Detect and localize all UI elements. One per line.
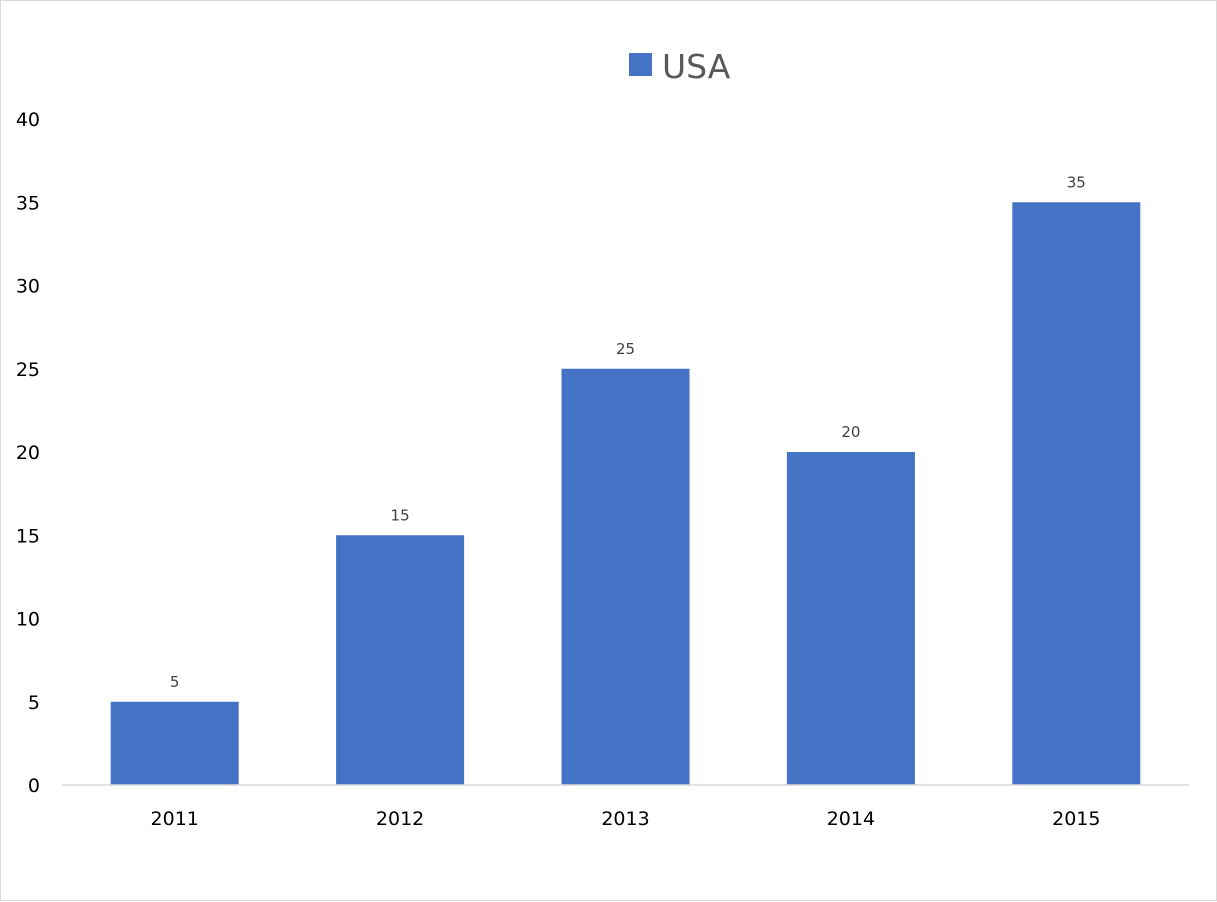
y-tick-label: 15 [16,525,40,547]
bar-2014 [786,452,915,785]
bar-2011 [110,701,239,785]
y-tick-label: 30 [16,276,40,298]
x-tick-label-2013: 2013 [601,808,649,830]
legend-label-usa: USA [662,47,731,86]
legend: USA [629,47,731,86]
data-label-2012: 15 [391,506,410,524]
y-tick-label: 35 [16,192,40,214]
data-label-2014: 20 [841,423,860,441]
y-tick-label: 5 [28,692,40,714]
x-tick-label-2012: 2012 [376,808,424,830]
x-tick-label-2011: 2011 [151,808,199,830]
y-tick-label: 40 [16,109,40,131]
x-tick-label-2015: 2015 [1052,808,1100,830]
bar-2015 [1012,202,1141,785]
bar-2013 [561,368,690,785]
bars [110,202,1141,785]
data-label-2015: 35 [1067,173,1086,191]
data-label-2013: 25 [616,340,635,358]
bar-2012 [336,535,465,785]
y-tick-label: 0 [28,775,40,797]
y-axis-tick-labels: 0 5 10 15 20 25 30 35 40 [16,109,40,797]
y-tick-label: 10 [16,609,40,631]
y-tick-label: 25 [16,359,40,381]
data-label-2011: 5 [170,673,180,691]
x-axis-tick-labels: 2011 2012 2013 2014 2015 [151,808,1101,830]
legend-swatch-usa [629,53,652,76]
data-labels: 5 15 25 20 35 [170,173,1086,691]
y-tick-label: 20 [16,442,40,464]
x-tick-label-2014: 2014 [827,808,875,830]
